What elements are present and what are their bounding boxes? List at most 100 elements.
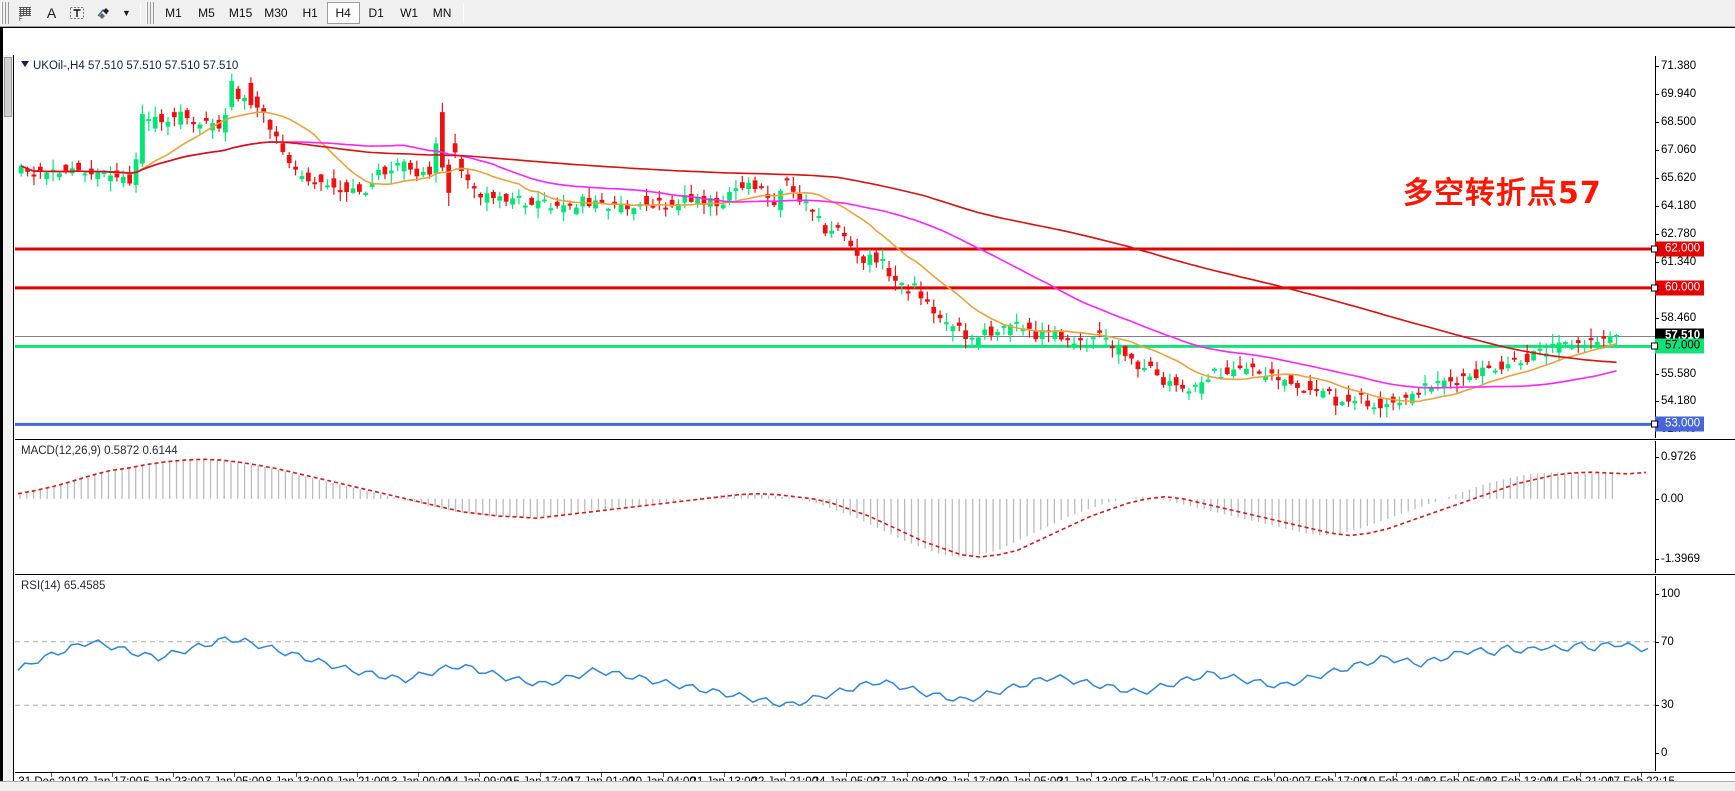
rsi-scale: 100 70 30 0 (1655, 576, 1735, 771)
main-toolbar: F A ▼ M1 M5 M15 M30 H1 H4 D1 W1 MN (0, 0, 1735, 27)
timeframe-m5[interactable]: M5 (198, 6, 215, 20)
price-tick-label: 62.780 (1661, 227, 1697, 240)
time-gridmark (234, 773, 236, 777)
rsi-panel[interactable]: RSI(14) 65.4585 100 70 30 0 (15, 576, 1735, 771)
macd-scale: 0.9726 0.00 -1.3969 (1655, 441, 1735, 573)
rsi-tick-label: 100 (1661, 588, 1681, 600)
timeframe-d1[interactable]: D1 (368, 6, 384, 20)
time-gridmark (417, 773, 419, 777)
timeframe-mn[interactable]: MN (432, 6, 452, 20)
time-gridmark (662, 773, 664, 777)
price-tickmark (1655, 261, 1659, 263)
time-gridmark (723, 773, 725, 777)
ma-slow-line (20, 141, 1617, 364)
rsi-tickmark (1655, 594, 1659, 595)
timeframe-h1[interactable]: H1 (302, 6, 318, 20)
time-gridmark (1579, 773, 1581, 777)
macd-series (17, 458, 1647, 558)
macd-panel[interactable]: MACD(12,26,9) 0.5872 0.6144 0.9726 0.00 -1… (15, 441, 1735, 573)
time-gridmark (1151, 773, 1153, 777)
price-tickmark (1655, 94, 1659, 96)
macd-tick-label: 0.00 (1661, 492, 1684, 505)
price-panel[interactable]: 71.380 69.940 68.500 67.060 65.620 64.180 62.7… (15, 56, 1735, 438)
timeframe-m1[interactable]: M1 (165, 6, 182, 20)
macd-tick-label: 0.9726 (1661, 451, 1697, 463)
macd-indicator-label: MACD(12,26,9) 0.5872 0.6144 (21, 445, 178, 457)
price-tickmark (1655, 122, 1659, 124)
rsi-tickmark (1655, 641, 1659, 643)
timeframe-h4[interactable]: H4 (326, 2, 360, 24)
toolbar-separator-2 (462, 3, 464, 23)
time-gridmark (173, 773, 175, 777)
macd-tickmark (1655, 457, 1659, 458)
template-icon[interactable]: F (12, 2, 39, 25)
rsi-tick-label: 70 (1661, 635, 1674, 648)
price-tick-label: 68.500 (1661, 116, 1697, 129)
level-53-badge[interactable]: 53.000 (1651, 416, 1705, 432)
svg-text:F: F (19, 17, 23, 22)
time-gridmark (601, 773, 603, 777)
price-tick-label: 69.940 (1661, 88, 1697, 101)
ma-mid-line (20, 141, 1617, 389)
rsi-tick-label: 0 (1661, 747, 1668, 759)
time-gridmark (295, 773, 297, 777)
timeframe-m30[interactable]: M30 (264, 6, 288, 20)
time-gridmark (1029, 773, 1031, 777)
price-tickmark (1655, 317, 1659, 319)
rsi-panel-divider (15, 574, 1735, 575)
price-scale[interactable]: 71.380 69.940 68.500 67.060 65.620 64.180 62.7… (1651, 56, 1735, 438)
price-tick-label: 65.620 (1661, 172, 1697, 185)
level-57-badge[interactable]: 57.000 (1651, 338, 1705, 354)
symbol-ohlc-label: UKOil-,H4 57.510 57.510 57.510 57.510 (21, 60, 238, 72)
rsi-tickmark (1655, 705, 1659, 707)
time-gridmark (356, 773, 358, 777)
time-gridmark (1641, 773, 1642, 777)
price-plot-area[interactable] (15, 56, 1735, 438)
level-drag-handle[interactable] (1651, 342, 1658, 350)
chart-menu-triangle-icon[interactable] (21, 61, 29, 67)
timeframe-toolbar-drag-handle[interactable] (145, 2, 155, 24)
chart-window: UKOil-,H4 57.510 57.510 57.510 57.510 多空… (0, 27, 1735, 791)
time-gridmark (1518, 773, 1520, 777)
time-gridmark (112, 773, 114, 777)
time-gridmark (1457, 773, 1459, 777)
price-tick-label: 71.380 (1661, 60, 1697, 73)
macd-plot-area[interactable] (15, 441, 1735, 573)
level-62-badge[interactable]: 62.000 (1651, 241, 1705, 257)
scrollbar-thumb[interactable] (4, 57, 12, 117)
text-tool-icon[interactable]: A (46, 5, 57, 21)
candlestick-series (15, 73, 1655, 426)
status-strip (0, 781, 1735, 791)
rsi-tick-label: 30 (1661, 699, 1674, 712)
rsi-line (17, 636, 1649, 708)
time-gridmark (1274, 773, 1276, 777)
macd-tick-label: -1.3969 (1661, 553, 1701, 565)
price-tickmark (1655, 206, 1659, 208)
level-drag-handle[interactable] (1651, 245, 1658, 253)
level-drag-handle[interactable] (1651, 284, 1658, 292)
macd-tickmark (1655, 559, 1659, 560)
price-tickmark (1655, 150, 1659, 152)
rsi-series (15, 636, 1655, 708)
price-tick-label: 55.580 (1661, 368, 1697, 381)
dropdown-arrow-icon[interactable]: ▼ (122, 8, 131, 18)
price-tick-label: 61.340 (1661, 255, 1697, 268)
macd-axis-line (1655, 441, 1656, 573)
price-tickmark (1655, 233, 1659, 235)
macd-signal-line (17, 458, 1647, 558)
ma-fast-line (20, 111, 1617, 403)
chart-vertical-scrollbar[interactable] (3, 55, 14, 791)
text-label-icon[interactable] (64, 2, 90, 25)
level-drag-handle[interactable] (1651, 420, 1658, 428)
level-60-badge[interactable]: 60.000 (1651, 280, 1705, 296)
toolbar-drag-handle[interactable] (1, 2, 10, 24)
price-tick-label: 64.180 (1661, 200, 1697, 213)
price-tick-label: 67.060 (1661, 144, 1697, 157)
time-gridmark (1090, 773, 1092, 777)
rsi-plot-area[interactable] (15, 576, 1735, 771)
timeframe-w1[interactable]: W1 (400, 6, 419, 20)
time-gridmark (907, 773, 909, 777)
macd-histogram (19, 459, 1614, 557)
crosshair-objects-icon[interactable] (90, 2, 117, 25)
timeframe-m15[interactable]: M15 (228, 6, 253, 20)
